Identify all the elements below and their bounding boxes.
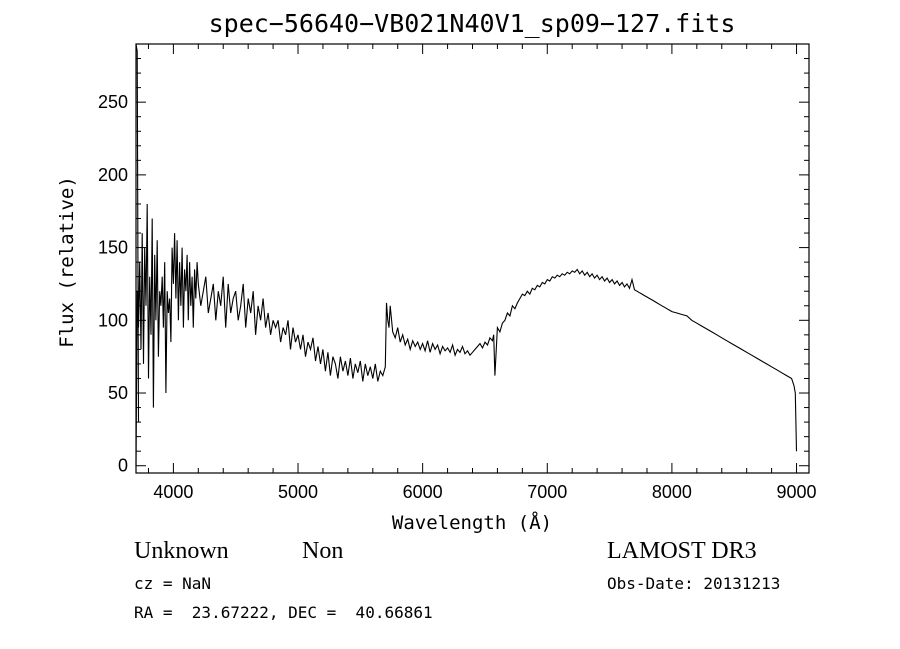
- y-tick-label: 150: [98, 238, 128, 258]
- x-tick-label: 5000: [278, 482, 318, 502]
- obs-date-label: Obs-Date: 20131213: [607, 574, 781, 593]
- x-tick-label: 4000: [153, 482, 193, 502]
- x-tick-label: 8000: [652, 482, 692, 502]
- series-group: [135, 43, 798, 466]
- redshift-label: cz = NaN: [134, 574, 212, 593]
- axis-ticks: [136, 44, 809, 473]
- y-tick-label: 100: [98, 310, 128, 330]
- coordinates-label: RA = 23.67222, DEC = 40.66861: [134, 603, 433, 622]
- x-tick-label: 9000: [777, 482, 817, 502]
- y-tick-label: 250: [98, 92, 128, 112]
- x-tick-label: 6000: [403, 482, 443, 502]
- tick-labels: 4000 5000 6000 7000 8000 9000 0 50 100 150 200 250: [98, 92, 817, 502]
- object-subclass-label: Non: [302, 538, 344, 564]
- object-class-label: Unknown: [134, 538, 229, 564]
- x-axis-label: Wavelength (Å): [392, 511, 552, 534]
- chart-title: spec−56640−VB021N40V1_sp09−127.fits: [209, 9, 736, 38]
- y-tick-label: 200: [98, 165, 128, 185]
- y-tick-label: 50: [108, 383, 128, 403]
- y-axis-label: Flux (relative): [56, 176, 78, 348]
- x-tick-label: 7000: [527, 482, 567, 502]
- spectrum-series-1: [135, 203, 798, 466]
- plot-frame: [135, 43, 810, 474]
- survey-label: LAMOST DR3: [607, 538, 757, 564]
- spectrum-series-2: [135, 43, 140, 423]
- y-tick-label: 0: [118, 456, 128, 476]
